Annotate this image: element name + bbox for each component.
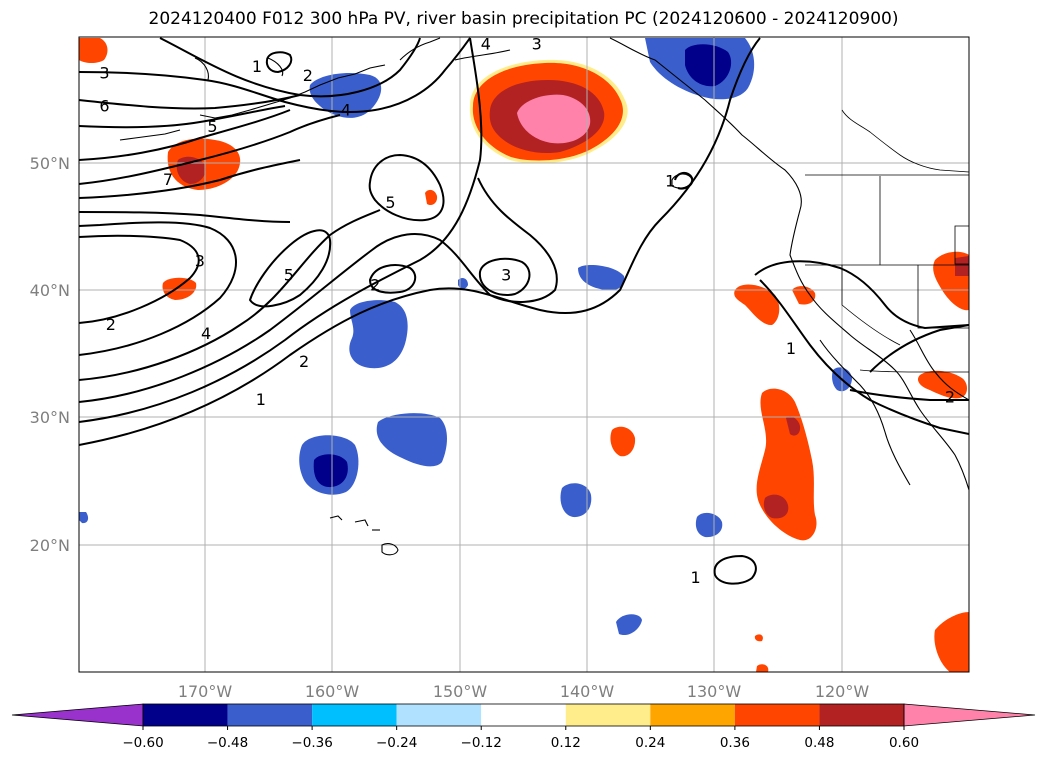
precip-positive-area xyxy=(792,286,816,305)
contour-label: 3 xyxy=(501,265,511,284)
contour-labels: 3 6 7 3 2 4 5 1 2 4 4 3 5 5 2 3 2 1 1 1 2 1 xyxy=(99,34,955,587)
colorbar-extend-max xyxy=(903,703,1036,727)
colorbar-swatch xyxy=(143,704,228,726)
contour-label: 2 xyxy=(370,276,380,295)
precip-positive-area xyxy=(517,94,591,144)
colorbar-tick-label: −0.12 xyxy=(461,735,502,751)
colorbar-swatch xyxy=(481,704,566,726)
contour-label: 1 xyxy=(252,57,262,76)
colorbar-swatch xyxy=(565,704,651,726)
lat-label: 50°N xyxy=(30,154,70,173)
precip-shading xyxy=(79,38,969,672)
coastlines xyxy=(119,37,969,556)
contour-label: 1 xyxy=(786,339,796,358)
lon-label: 150°W xyxy=(433,682,488,701)
precip-positive-area xyxy=(763,494,789,519)
contour-label: 1 xyxy=(691,568,701,587)
precip-positive-area xyxy=(162,277,197,300)
precip-positive-area xyxy=(754,634,763,642)
precip-negative-area xyxy=(376,413,447,467)
contour-label: 5 xyxy=(385,193,395,212)
lat-label: 40°N xyxy=(30,281,70,300)
contour-label: 1 xyxy=(665,172,675,191)
precip-negative-area xyxy=(560,483,592,518)
precip-positive-area xyxy=(610,426,636,457)
contour-label: 2 xyxy=(303,66,313,85)
contour-label: 1 xyxy=(256,390,266,409)
precip-positive-area xyxy=(79,38,108,63)
colorbar-tick-label: −0.60 xyxy=(122,735,163,751)
contour-label: 4 xyxy=(341,100,351,119)
contour-label: 7 xyxy=(163,170,173,189)
contour-label: 3 xyxy=(99,64,109,83)
lat-label: 30°N xyxy=(30,408,70,427)
colorbar-tick-label: −0.48 xyxy=(207,735,248,751)
colorbar-swatch xyxy=(734,704,820,726)
lon-label: 170°W xyxy=(178,682,233,701)
colorbar-tick-label: 0.60 xyxy=(889,735,919,751)
precip-negative-area xyxy=(79,512,89,524)
colorbar-frame xyxy=(142,703,905,727)
contour-label: 3 xyxy=(195,252,205,271)
precip-negative-area xyxy=(313,454,348,488)
contour-label: 5 xyxy=(284,265,294,284)
colorbar-swatch xyxy=(396,704,482,726)
colorbar-tick-label: 0.24 xyxy=(635,735,665,751)
lat-label: 20°N xyxy=(30,536,70,555)
precip-negative-area xyxy=(685,44,732,87)
colorbar: −0.60 −0.48 −0.36 −0.24 −0.12 0.12 0.24 0.36 0.4… xyxy=(11,703,1036,751)
contour-label: 2 xyxy=(299,352,309,371)
longitude-labels: 170°W 160°W 150°W 140°W 130°W 120°W xyxy=(178,682,870,701)
colorbar-swatch xyxy=(650,704,735,726)
colorbar-extend-min xyxy=(11,703,144,727)
precip-negative-area xyxy=(349,300,408,369)
lon-label: 120°W xyxy=(815,682,870,701)
contour-label: 4 xyxy=(481,34,491,53)
colorbar-swatch xyxy=(227,704,313,726)
colorbar-swatch xyxy=(312,704,397,726)
figure-title: 2024120400 F012 300 hPa PV, river basin … xyxy=(148,9,899,29)
lon-label: 140°W xyxy=(560,682,615,701)
contour-label: 3 xyxy=(532,34,542,53)
contour-label: 4 xyxy=(201,324,211,343)
contour-label: 6 xyxy=(99,97,109,116)
contour-label: 5 xyxy=(207,117,217,136)
precip-positive-area xyxy=(786,416,801,436)
map-content: 3 6 7 3 2 4 5 1 2 4 4 3 5 5 2 3 2 1 1 1 2 1 xyxy=(79,34,969,672)
precip-negative-area xyxy=(695,512,723,538)
colorbar-tick-label: −0.36 xyxy=(291,735,332,751)
colorbar-tick-label: −0.24 xyxy=(376,735,417,751)
lon-label: 160°W xyxy=(305,682,360,701)
precip-positive-area xyxy=(934,612,969,672)
latitude-labels: 50°N 40°N 30°N 20°N xyxy=(30,154,70,555)
precip-positive-area xyxy=(756,664,769,672)
colorbar-tick-label: 0.48 xyxy=(804,735,834,751)
precip-negative-area xyxy=(616,614,642,636)
contour-label: 2 xyxy=(106,315,116,334)
precip-positive-area xyxy=(955,256,969,276)
precip-negative-area xyxy=(578,264,625,291)
colorbar-tick-label: 0.12 xyxy=(551,735,581,751)
lon-label: 130°W xyxy=(687,682,742,701)
pv-contours xyxy=(79,37,969,585)
precip-positive-area xyxy=(425,189,438,206)
colorbar-tick-label: 0.36 xyxy=(720,735,750,751)
map-frame xyxy=(78,36,970,673)
precip-positive-area xyxy=(734,284,780,326)
colorbar-swatch xyxy=(819,704,904,726)
precip-negative-area xyxy=(309,73,382,118)
contour-label: 2 xyxy=(945,387,955,406)
